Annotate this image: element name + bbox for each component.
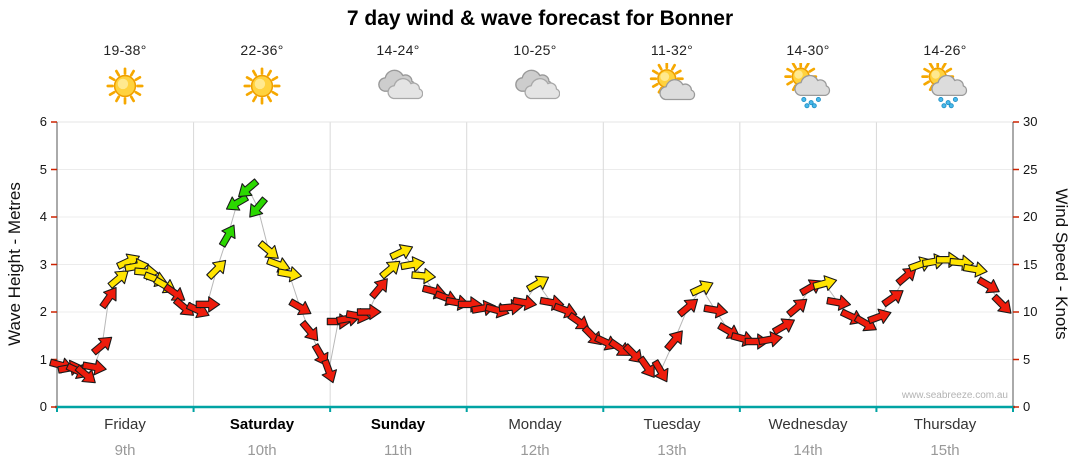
weather-icon — [475, 63, 595, 113]
x-label-date: 15th — [930, 442, 960, 459]
sun-showers-icon — [784, 60, 831, 109]
wind-arrow — [689, 280, 714, 297]
sunny-icon — [106, 67, 144, 105]
wind-arrow — [74, 364, 96, 384]
x-label-date: 11th — [383, 442, 413, 459]
wind-arrow — [676, 298, 699, 318]
weather-icon — [65, 63, 185, 113]
weather-icon — [202, 63, 322, 113]
day-header: 22-36° — [202, 42, 322, 113]
cloudy-icon — [378, 69, 424, 100]
wind-arrow — [867, 308, 892, 325]
partly-cloudy-icon — [649, 61, 696, 101]
watermark: www.seabreeze.com.au — [901, 390, 1008, 401]
wind-arrow — [895, 267, 917, 286]
wind-arrow — [881, 290, 904, 308]
wind-arrow — [637, 355, 655, 378]
x-label-day: Sunday — [370, 416, 426, 433]
wind-arrow — [703, 302, 729, 319]
day-header: 14-30° — [748, 42, 868, 113]
temperature-range: 19-38° — [103, 42, 147, 58]
x-label-day: Wednesday — [768, 416, 848, 433]
wind-arrow — [277, 266, 303, 283]
x-label-day: Friday — [104, 416, 146, 433]
day-header: 19-38° — [65, 42, 185, 113]
sun-showers-icon — [921, 60, 968, 109]
x-label-day: Thursday — [913, 416, 977, 433]
wind-arrow — [249, 196, 268, 218]
temperature-range: 14-30° — [786, 42, 830, 58]
cloudy-icon — [515, 69, 561, 100]
wind-arrow — [81, 359, 107, 376]
weather-icon — [885, 60, 1005, 113]
wind-arrow — [757, 331, 783, 348]
weather-icon — [338, 63, 458, 113]
temperature-range: 14-24° — [376, 42, 420, 58]
wind-arrow — [512, 294, 537, 311]
x-label-day: Tuesday — [643, 416, 701, 433]
wind-arrow — [379, 260, 401, 280]
x-label-date: 12th — [520, 442, 550, 459]
x-label-day: Monday — [508, 416, 562, 433]
wind-arrow — [622, 343, 643, 364]
x-label-date: 13th — [657, 442, 687, 459]
weather-icon — [612, 61, 732, 113]
wind-arrow — [311, 343, 329, 367]
wind-arrow — [356, 303, 382, 321]
sunny-icon — [243, 67, 281, 105]
temperature-range: 14-26° — [923, 42, 967, 58]
wind-arrow — [962, 261, 988, 278]
wind-arrow — [812, 275, 838, 292]
wind-arrow — [299, 319, 319, 342]
x-label-date: 10th — [247, 442, 277, 459]
wind-arrow — [400, 256, 425, 273]
wind-arrow — [411, 267, 437, 285]
wind-arrow — [218, 224, 236, 248]
wind-arrow — [608, 338, 631, 356]
wind-arrow — [195, 296, 221, 313]
wind-arrow — [526, 275, 550, 293]
x-label-date: 9th — [114, 442, 136, 459]
wind-arrow — [826, 294, 852, 311]
wind-arrow — [99, 287, 117, 310]
wind-arrow — [206, 259, 227, 280]
temperature-range: 22-36° — [240, 42, 284, 58]
wind-arrow — [389, 244, 414, 261]
wind-arrow — [567, 312, 590, 330]
day-header: 14-24° — [338, 42, 458, 113]
temperature-range: 11-32° — [650, 42, 694, 58]
weather-icon — [748, 60, 868, 113]
wind-arrow — [976, 276, 1000, 294]
x-label-day: Saturday — [229, 416, 295, 433]
day-header: 11-32° — [612, 42, 732, 113]
wind-arrow — [991, 293, 1012, 314]
wind-arrow — [664, 330, 683, 352]
wind-arrow — [91, 336, 113, 356]
day-header: 14-26° — [885, 42, 1005, 113]
wind-arrow — [321, 358, 338, 384]
wind-arrow — [107, 270, 129, 289]
wind-arrow — [257, 240, 279, 259]
wind-arrow — [651, 359, 669, 383]
wind-arrow — [369, 278, 388, 300]
day-header: 10-25° — [475, 42, 595, 113]
x-label-date: 14th — [793, 442, 823, 459]
chart-title: 7 day wind & wave forecast for Bonner — [346, 7, 734, 30]
wind-arrow — [786, 298, 808, 318]
wind-arrow — [288, 298, 312, 316]
temperature-range: 10-25° — [513, 42, 557, 58]
wind-arrow — [238, 178, 260, 198]
wind-arrow — [771, 318, 795, 336]
